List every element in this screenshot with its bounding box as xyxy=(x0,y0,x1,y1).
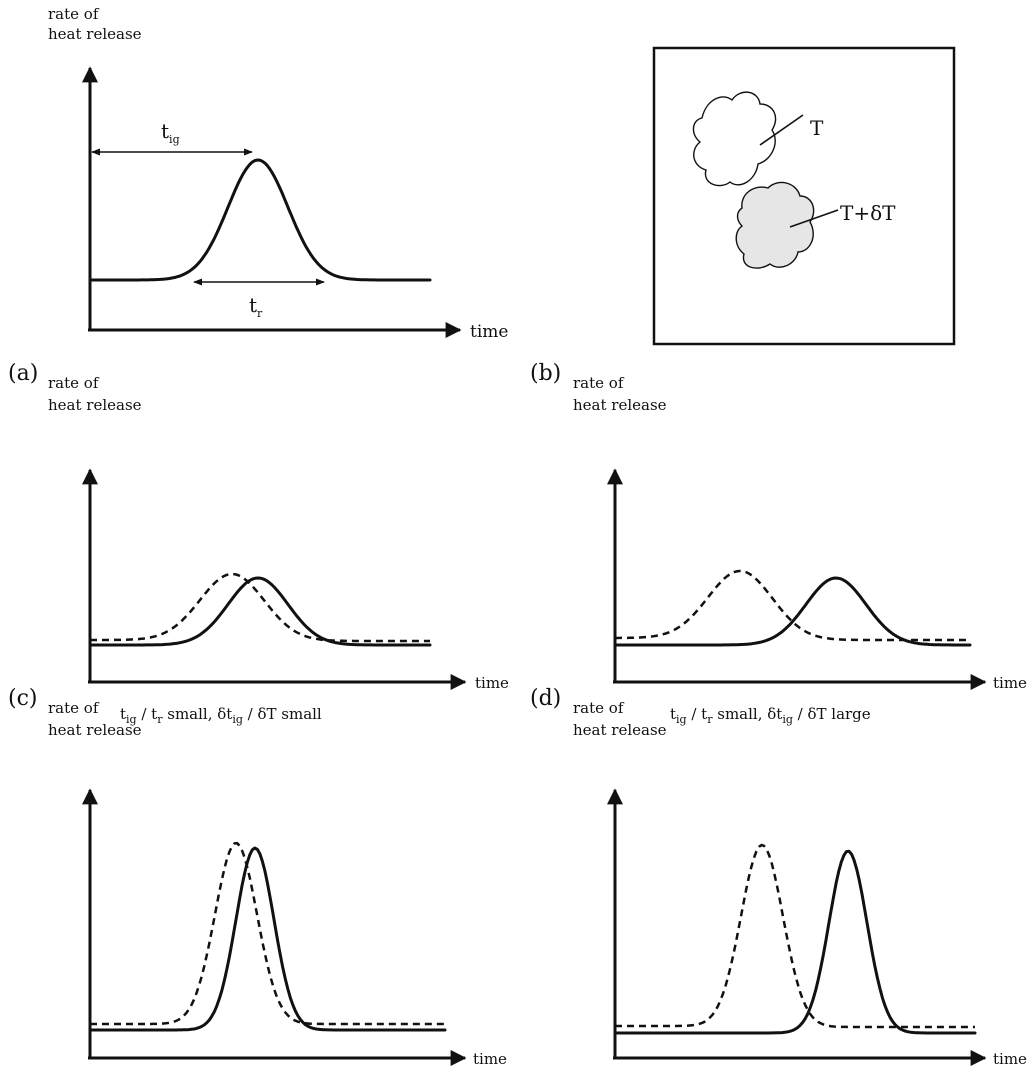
top-y-label-line2: heat release xyxy=(48,25,142,43)
T-label: T xyxy=(810,116,824,140)
top-heat-release-curve xyxy=(88,158,432,282)
panel-y-label-line2: heat release xyxy=(48,721,142,739)
T-leader-line xyxy=(759,114,804,146)
panel-y-label-line1: rate of xyxy=(573,699,625,717)
T-plus-dT-label: T+δT xyxy=(840,201,896,225)
top-y-label-line1: rate of xyxy=(48,5,100,23)
panel-a: (a) rate of heat release time tig / tr small… xyxy=(8,361,509,726)
solid-curve-T xyxy=(88,846,447,1032)
panel-y-label-line1: rate of xyxy=(48,699,100,717)
panel-tag: (b) xyxy=(530,361,561,386)
panel-y-label-line1: rate of xyxy=(48,374,100,392)
solid-curve-T xyxy=(613,576,972,647)
panel-x-label: time xyxy=(993,1050,1027,1068)
panel-y-label-line1: rate of xyxy=(573,374,625,392)
dashed-curve-T-plus-dT xyxy=(90,572,430,643)
inset-frame xyxy=(652,46,956,346)
dashed-curve-T-plus-dT xyxy=(615,843,975,1029)
hot-spot-blob-T-plus-dT xyxy=(735,181,815,269)
top-plot: rate of heat release time tig tr xyxy=(48,5,508,342)
panel-caption: tig / tr small, δtig / δT small xyxy=(120,705,322,726)
hot-spot-blob-T xyxy=(692,91,777,187)
dashed-curve-T-plus-dT xyxy=(615,569,970,642)
t-ig-label: tig xyxy=(161,119,180,146)
panel-y-label-line2: heat release xyxy=(573,721,667,739)
temperature-inset: T T+δT xyxy=(652,46,956,346)
T-plus-dT-leader-line xyxy=(789,209,839,228)
panel-x-label: time xyxy=(993,674,1027,692)
t-r-label: tr xyxy=(249,293,263,320)
panel-y-label-line2: heat release xyxy=(573,396,667,414)
solid-curve-T xyxy=(88,576,432,647)
panel-caption: tig / tr small, δtig / δT large xyxy=(670,705,871,726)
panel-x-label: time xyxy=(475,674,509,692)
panel-tag: (d) xyxy=(530,686,561,711)
solid-curve-T xyxy=(613,849,977,1035)
dashed-curve-T-plus-dT xyxy=(90,841,445,1026)
panel-tag: (c) xyxy=(8,686,38,711)
panel-y-label-line2: heat release xyxy=(48,396,142,414)
panel-b: (b) rate of heat release time tig / tr small… xyxy=(530,361,1027,726)
panel-x-label: time xyxy=(473,1050,507,1068)
panel-tag: (a) xyxy=(8,361,38,386)
top-x-label: time xyxy=(470,322,508,342)
